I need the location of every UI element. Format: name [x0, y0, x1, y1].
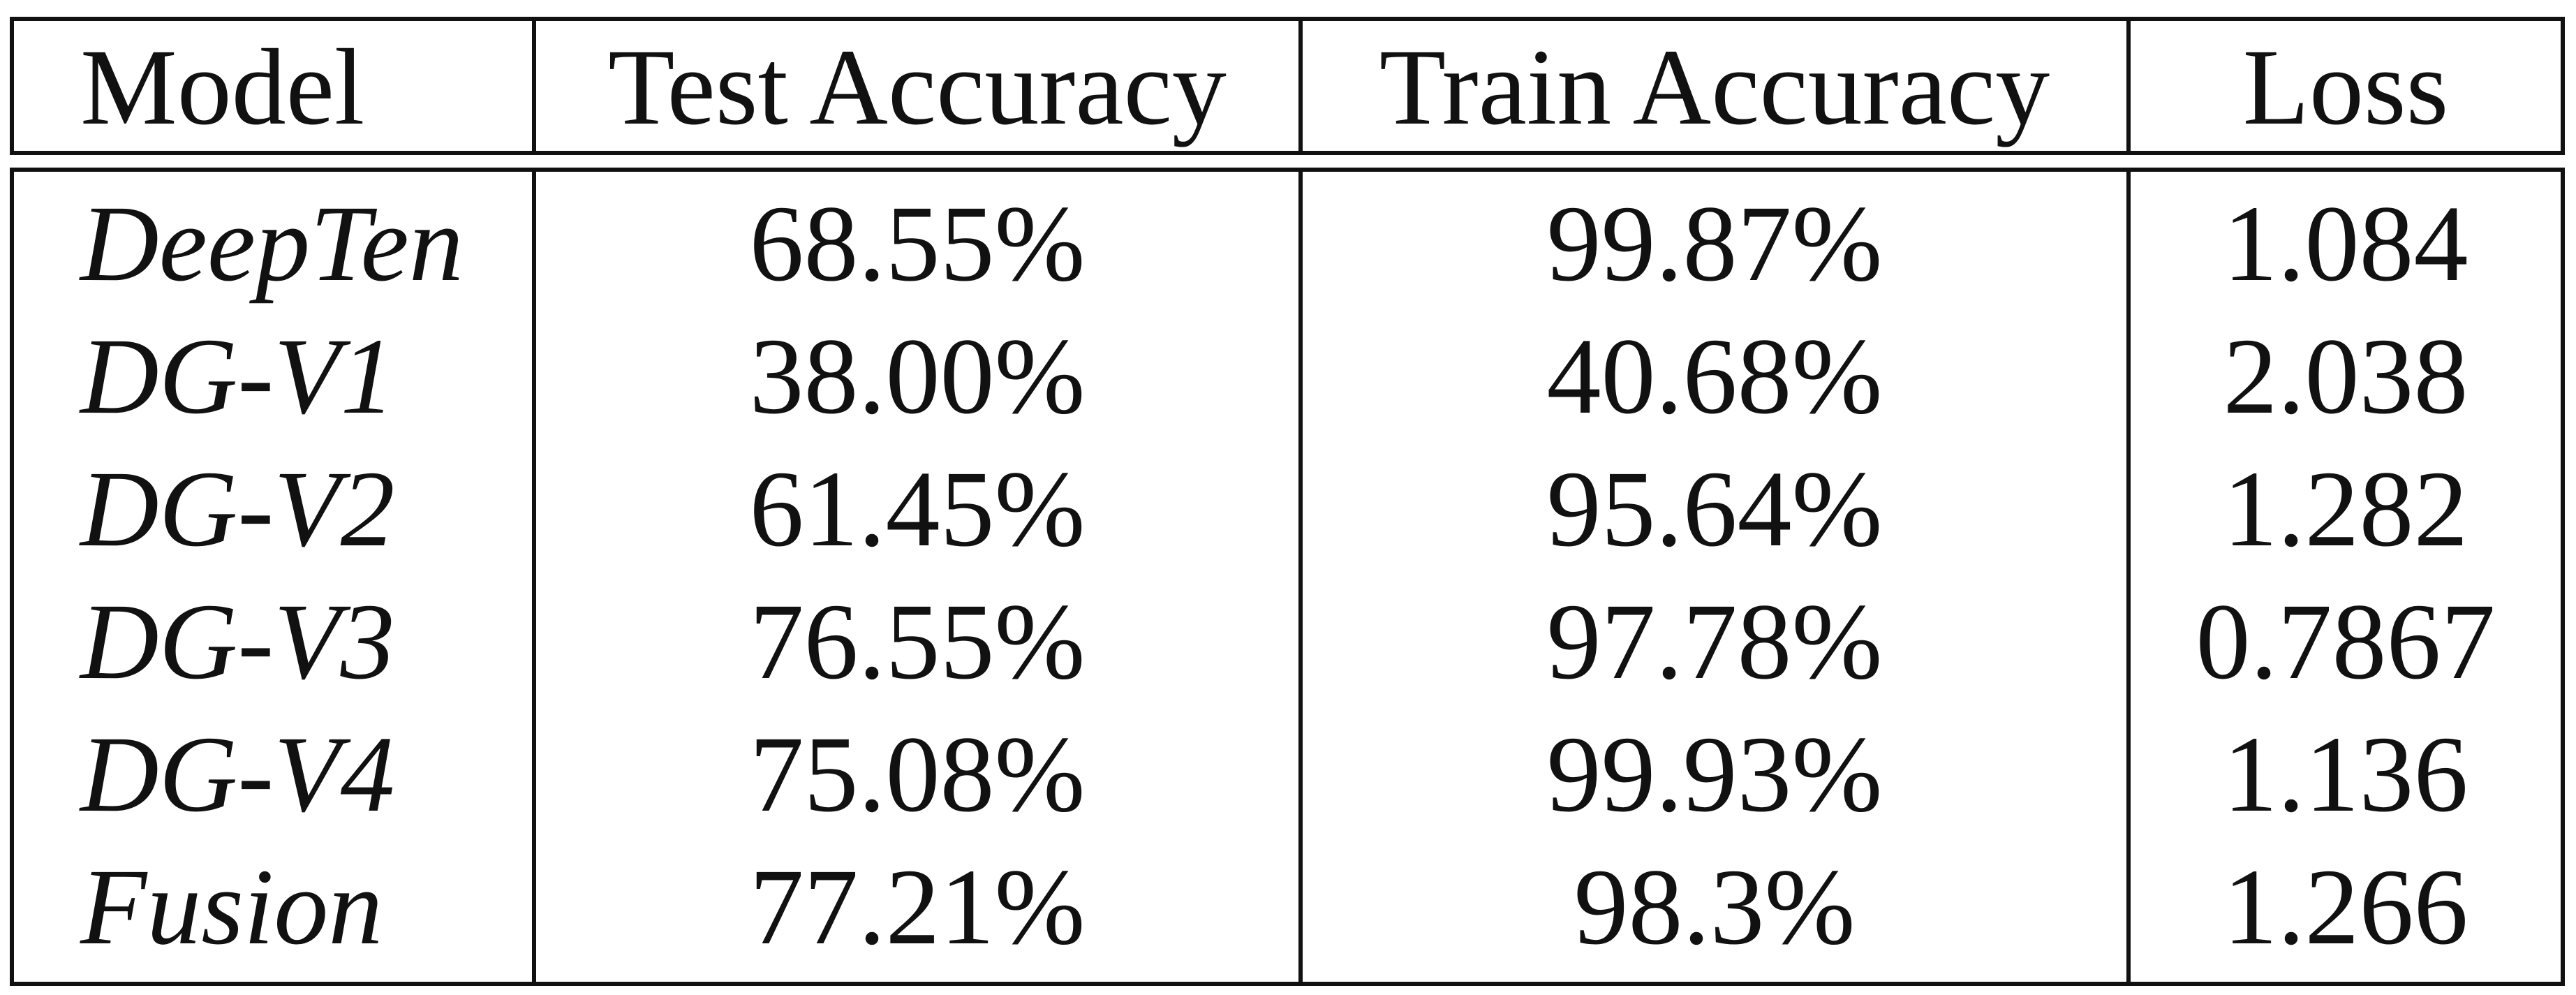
model-name: DG-V4: [80, 714, 395, 834]
header-divider-2: [1298, 17, 1303, 155]
model-name: DG-V1: [80, 316, 395, 436]
train-accuracy-value: 99.87%: [1546, 183, 1883, 304]
body-right-border: [2561, 168, 2565, 986]
header-bottom-rule-2: [10, 168, 2565, 172]
body-divider-3: [2126, 168, 2131, 986]
table-top-rule: [10, 17, 2565, 21]
model-name: DG-V3: [80, 581, 395, 702]
model-name: DG-V2: [80, 448, 395, 569]
test-accuracy-value: 68.55%: [749, 183, 1086, 304]
train-accuracy-value: 99.93%: [1546, 714, 1883, 834]
results-table: Model Test Accuracy Train Accuracy Loss …: [10, 17, 2565, 987]
table-bottom-rule: [10, 982, 2565, 986]
header-test-accuracy: Test Accuracy: [608, 27, 1227, 147]
header-right-border: [2561, 17, 2565, 155]
train-accuracy-value: 40.68%: [1546, 316, 1883, 436]
model-name: Fusion: [80, 846, 383, 967]
test-accuracy-value: 77.21%: [749, 846, 1086, 967]
loss-value: 0.7867: [2196, 581, 2496, 702]
body-left-border: [10, 168, 14, 986]
header-model: Model: [80, 27, 365, 147]
loss-value: 1.136: [2223, 714, 2468, 834]
train-accuracy-value: 95.64%: [1546, 448, 1883, 569]
header-left-border: [10, 17, 14, 155]
body-divider-1: [532, 168, 536, 986]
header-divider-3: [2126, 17, 2131, 155]
loss-value: 1.266: [2223, 846, 2468, 967]
loss-value: 2.038: [2223, 316, 2468, 436]
model-name: DeepTen: [80, 183, 464, 304]
header-loss: Loss: [2242, 27, 2449, 147]
train-accuracy-value: 97.78%: [1546, 581, 1883, 702]
loss-value: 1.282: [2223, 448, 2468, 569]
header-divider-1: [532, 17, 536, 155]
test-accuracy-value: 61.45%: [749, 448, 1086, 569]
header-train-accuracy: Train Accuracy: [1379, 27, 2050, 147]
train-accuracy-value: 98.3%: [1574, 846, 1856, 967]
loss-value: 1.084: [2223, 183, 2468, 304]
header-bottom-rule-1: [10, 151, 2565, 155]
test-accuracy-value: 38.00%: [749, 316, 1086, 436]
body-divider-2: [1298, 168, 1303, 986]
test-accuracy-value: 76.55%: [749, 581, 1086, 702]
test-accuracy-value: 75.08%: [749, 714, 1086, 834]
